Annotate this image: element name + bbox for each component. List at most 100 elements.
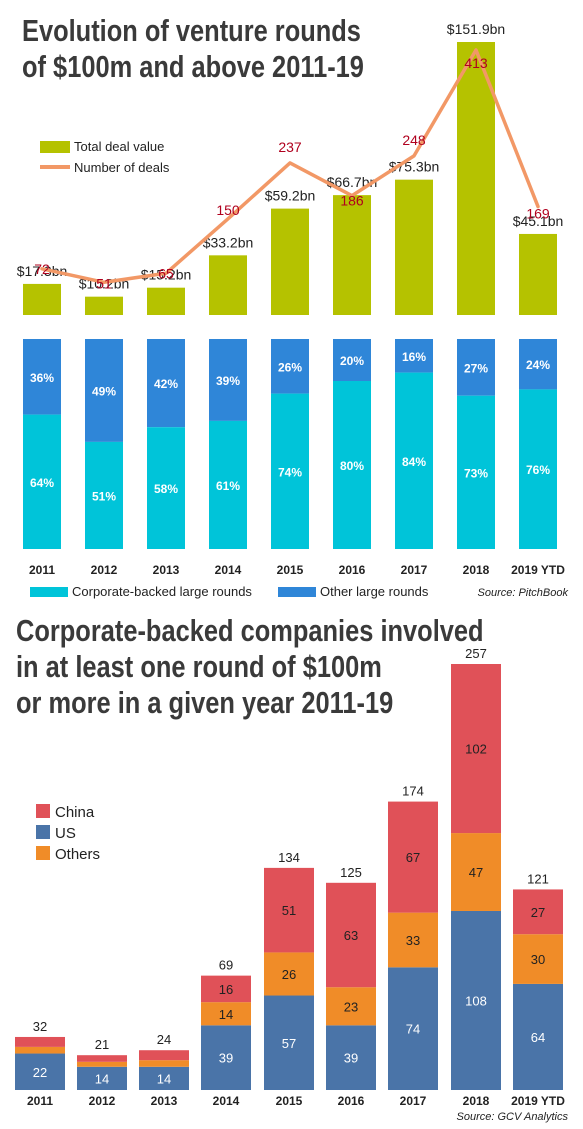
chart1-title-line1: Evolution of venture rounds <box>22 13 361 48</box>
bar-segment-china <box>77 1055 127 1062</box>
chart3-x-tick-label: 2014 <box>213 1094 240 1108</box>
other-large-rounds-bar <box>147 339 185 428</box>
other-large-rounds-bar <box>85 339 123 442</box>
corporate-backed-label: 73% <box>464 466 488 480</box>
other-large-rounds-label: 20% <box>340 354 364 368</box>
deal-value-label: $33.2bn <box>203 234 254 250</box>
other-large-rounds-label: 36% <box>30 371 54 385</box>
bar-segment-us <box>139 1066 189 1090</box>
bar-segment-others <box>139 1060 189 1067</box>
chart3-source: Source: GCV Analytics <box>457 1111 569 1123</box>
other-large-rounds-bar <box>333 339 371 381</box>
bar-segment-label-china: 63 <box>344 928 358 943</box>
number-of-deals-line <box>40 48 540 285</box>
other-large-rounds-bar <box>23 339 61 415</box>
corporate-backed-label: 76% <box>526 463 550 477</box>
legend-swatch-total-deal-value <box>40 141 70 153</box>
chart3-x-tick-label: 2018 <box>463 1094 490 1108</box>
bar-segment-others <box>326 987 376 1026</box>
chart3-x-tick-label: 2012 <box>89 1094 116 1108</box>
legend-swatch-china <box>36 804 50 818</box>
corporate-backed-label: 74% <box>278 465 302 479</box>
bar-segment-label-us: 57 <box>282 1036 296 1051</box>
deal-value-bar <box>333 195 371 315</box>
bar-total-label: 257 <box>465 646 487 661</box>
other-large-rounds-bar <box>271 339 309 394</box>
legend-label-china: China <box>55 804 95 821</box>
legend-label-us: US <box>55 825 76 842</box>
corporate-backed-label: 61% <box>216 479 240 493</box>
bar-segment-china <box>201 975 251 1003</box>
bar-segment-others <box>513 934 563 984</box>
corporate-backed-bar <box>333 381 371 549</box>
chart2-x-tick-label: 2013 <box>153 563 180 577</box>
bar-segment-label-us: 39 <box>344 1051 358 1066</box>
corporate-backed-label: 58% <box>154 482 178 496</box>
number-of-deals-label: 65 <box>158 265 174 281</box>
chart2-x-tick-label: 2019 YTD <box>511 563 565 577</box>
bar-segment-china <box>15 1036 65 1047</box>
other-large-rounds-label: 42% <box>154 377 178 391</box>
bar-segment-label-us: 22 <box>33 1065 47 1080</box>
bar-segment-us <box>388 967 438 1090</box>
deal-value-bar <box>23 283 61 315</box>
legend-swatch-others <box>36 846 50 860</box>
other-large-rounds-label: 26% <box>278 360 302 374</box>
bar-total-label: 69 <box>219 958 233 973</box>
bar-total-label: 24 <box>157 1032 171 1047</box>
bar-segment-others <box>77 1061 127 1067</box>
chart3-x-tick-label: 2013 <box>151 1094 178 1108</box>
corporate-backed-bar <box>519 389 557 549</box>
bar-total-label: 21 <box>95 1037 109 1052</box>
bar-segment-label-china: 27 <box>531 905 545 920</box>
bar-segment-label-others: 23 <box>344 999 358 1014</box>
bar-segment-label-china: 67 <box>406 850 420 865</box>
other-large-rounds-bar <box>209 339 247 421</box>
legend-label-others: Others <box>55 846 100 863</box>
bar-segment-label-china: 51 <box>282 903 296 918</box>
bar-segment-label-us: 39 <box>219 1051 233 1066</box>
other-large-rounds-bar <box>395 339 433 373</box>
bar-segment-china <box>264 867 314 953</box>
bar-total-label: 174 <box>402 784 424 799</box>
chart2-x-tick-label: 2017 <box>401 563 428 577</box>
corporate-backed-label: 80% <box>340 459 364 473</box>
deal-value-label: $151.9bn <box>447 21 505 37</box>
bar-segment-label-us: 74 <box>406 1022 420 1037</box>
chart2-x-tick-label: 2015 <box>277 563 304 577</box>
bar-segment-us <box>326 1025 376 1090</box>
legend-label-other-large-rounds: Other large rounds <box>320 584 429 599</box>
chart3-x-tick-label: 2016 <box>338 1094 365 1108</box>
bar-segment-label-us: 64 <box>531 1030 545 1045</box>
chart2-x-tick-label: 2016 <box>339 563 366 577</box>
other-large-rounds-label: 16% <box>402 350 426 364</box>
other-large-rounds-bar <box>457 339 495 396</box>
chart2-x-tick-label: 2011 <box>29 563 55 577</box>
bar-segment-label-others: 47 <box>469 865 483 880</box>
deal-value-bar <box>85 296 123 315</box>
deal-value-label: $59.2bn <box>265 188 316 204</box>
corporate-backed-label: 84% <box>402 455 426 469</box>
number-of-deals-label: 169 <box>526 206 550 222</box>
deal-value-bar <box>519 233 557 315</box>
bar-segment-china <box>513 889 563 935</box>
corporate-backed-bar <box>395 372 433 549</box>
chart3-x-tick-label: 2017 <box>400 1094 427 1108</box>
bar-segment-label-us: 108 <box>465 993 487 1008</box>
bar-segment-others <box>264 952 314 996</box>
deal-value-bar <box>209 255 247 315</box>
chart3-title-line1: Corporate-backed companies involved <box>16 613 484 648</box>
bar-segment-label-others: 26 <box>282 967 296 982</box>
bar-segment-us <box>451 910 501 1090</box>
legend-label-number-of-deals: Number of deals <box>74 160 170 175</box>
bar-segment-us <box>513 983 563 1090</box>
chart2-x-tick-label: 2012 <box>91 563 118 577</box>
chart3-x-tick-label: 2019 YTD <box>511 1094 565 1108</box>
corporate-backed-label: 64% <box>30 476 54 490</box>
chart2-x-tick-label: 2018 <box>463 563 490 577</box>
legend-label-total-deal-value: Total deal value <box>74 139 164 154</box>
bar-total-label: 32 <box>33 1019 47 1034</box>
bar-segment-us <box>77 1066 127 1090</box>
number-of-deals-label: 413 <box>464 55 488 71</box>
